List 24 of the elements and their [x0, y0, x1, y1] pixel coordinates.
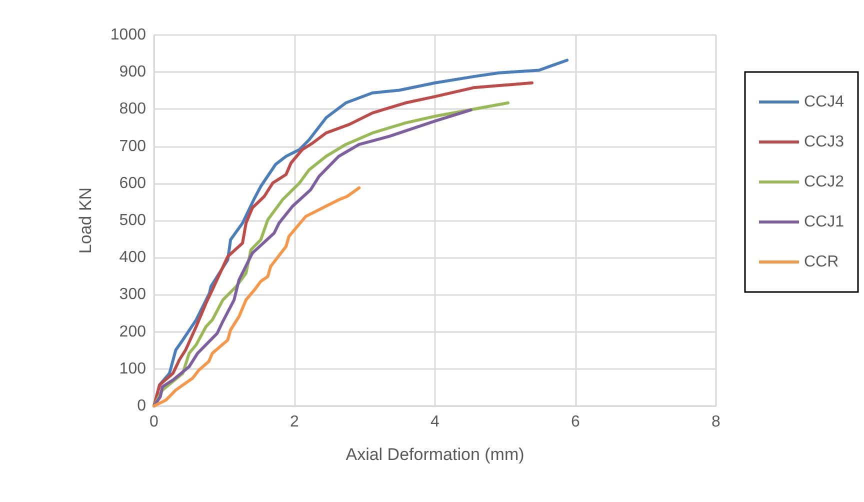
x-tick-label: 2	[290, 414, 300, 430]
x-tick-label: 0	[150, 414, 159, 430]
y-tick-label: 300	[119, 286, 146, 304]
x-tick-label: 4	[430, 414, 440, 430]
y-tick-label: 800	[119, 100, 146, 118]
y-tick-label: 1000	[110, 26, 146, 44]
y-tick-label: 400	[119, 249, 146, 266]
y-tick-label: 0	[137, 398, 146, 414]
y-tick-label: 500	[119, 212, 146, 229]
y-tick-label: 200	[119, 323, 146, 340]
legend-label: CCJ3	[804, 134, 844, 150]
legend-label: CCJ2	[804, 174, 844, 190]
y-tick-label: 900	[119, 64, 146, 81]
y-tick-label: 700	[119, 138, 146, 155]
line-series	[152, 186, 361, 408]
x-tick-label: 8	[712, 414, 721, 430]
y-tick-label: 600	[119, 174, 146, 192]
y-axis-title: Load KN	[76, 187, 95, 254]
legend-label: CCR	[804, 254, 839, 270]
y-tick-label: 100	[119, 360, 146, 378]
legend-label: CCJ4	[804, 94, 844, 110]
x-tick-label: 6	[571, 414, 580, 430]
legend-label: CCJ1	[804, 214, 844, 230]
x-axis-title: Axial Deformation (mm)	[346, 445, 524, 464]
